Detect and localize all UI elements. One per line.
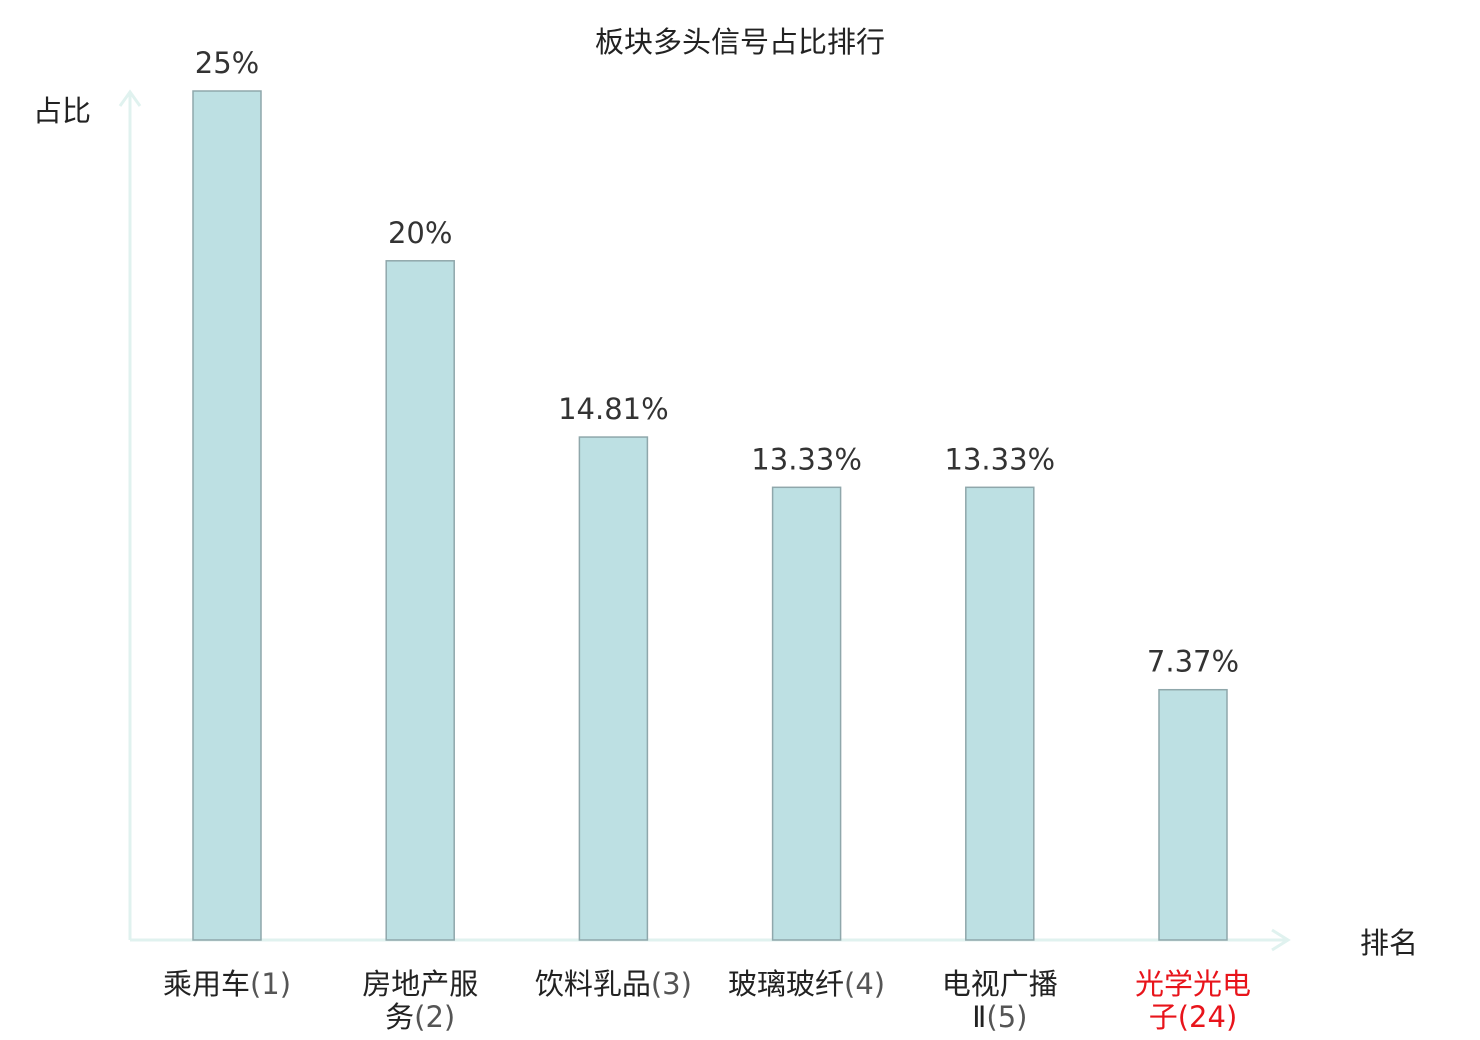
category-label-2-line-2: 务(2) bbox=[385, 1000, 455, 1034]
category-name: 乘用车 bbox=[163, 967, 250, 1001]
value-label-4: 13.33% bbox=[751, 442, 862, 476]
axes bbox=[118, 89, 1291, 952]
x-axis-arrow bbox=[1271, 928, 1291, 952]
category-name: 光学光电 bbox=[1135, 967, 1251, 1001]
bar-2 bbox=[385, 260, 455, 941]
category-rank: (5) bbox=[986, 1000, 1027, 1034]
value-label-6: 7.37% bbox=[1147, 645, 1239, 679]
category-name: 务 bbox=[385, 1000, 414, 1034]
category-label-1-line-1: 乘用车(1) bbox=[163, 967, 291, 1001]
category-label-4-line-1: 玻璃玻纤(4) bbox=[728, 967, 885, 1001]
category-name: 子 bbox=[1149, 1000, 1178, 1034]
category-rank: (1) bbox=[250, 967, 291, 1001]
category-name: Ⅱ bbox=[972, 1000, 986, 1034]
category-rank: (2) bbox=[414, 1000, 455, 1034]
category-name: 房地产服 bbox=[362, 967, 478, 1001]
x-axis-label: 排名 bbox=[1360, 926, 1418, 960]
category-label-5-line-1: 电视广播 bbox=[942, 967, 1058, 1001]
category-name: 玻璃玻纤 bbox=[728, 967, 844, 1001]
y-axis-label: 占比 bbox=[33, 94, 91, 128]
value-label-3: 14.81% bbox=[558, 392, 669, 426]
category-name: 电视广播 bbox=[942, 967, 1058, 1001]
bars-group bbox=[192, 90, 1228, 941]
value-labels-group: 25% 20% 14.81% 13.33% 13.33% 7.37% bbox=[195, 46, 1239, 679]
value-label-2: 20% bbox=[388, 216, 452, 250]
y-axis-arrow bbox=[118, 89, 142, 107]
bar-4 bbox=[771, 486, 842, 941]
category-label-3-line-1: 饮料乳品(3) bbox=[535, 967, 692, 1001]
bar-6 bbox=[1158, 688, 1228, 941]
bar-5 bbox=[965, 486, 1035, 941]
value-label-1: 25% bbox=[195, 46, 259, 80]
category-name: 饮料乳品 bbox=[535, 967, 651, 1001]
category-rank: (4) bbox=[844, 967, 885, 1001]
bar-3 bbox=[578, 436, 649, 941]
value-label-5: 13.33% bbox=[945, 442, 1056, 476]
category-rank: (24) bbox=[1178, 1000, 1238, 1034]
category-label-2-line-1: 房地产服 bbox=[362, 967, 478, 1001]
category-rank: (3) bbox=[651, 967, 692, 1001]
bar-1 bbox=[192, 90, 262, 941]
category-label-5-line-2: Ⅱ(5) bbox=[972, 1000, 1027, 1034]
category-label-6-line-2: 子(24) bbox=[1149, 1000, 1238, 1034]
category-label-6-line-1: 光学光电 bbox=[1135, 967, 1251, 1001]
chart-title: 板块多头信号占比排行 bbox=[595, 25, 885, 59]
